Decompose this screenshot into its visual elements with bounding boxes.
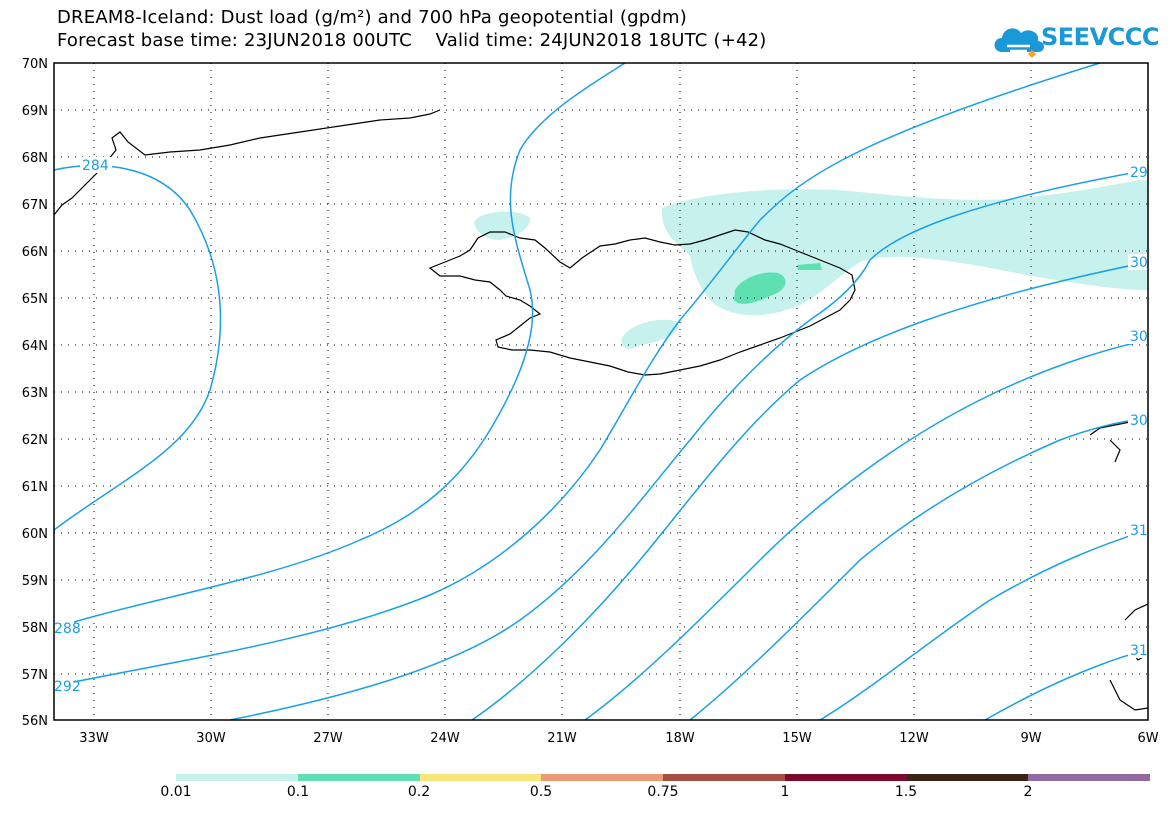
coastline-greenland — [53, 109, 441, 216]
longitude-labels: 33W 30W 27W 24W 21W 18W 15W 12W 9W 6W — [79, 731, 1158, 746]
contour-labels: 284 288 292 29 30 30 30 31 31 — [54, 157, 1150, 695]
color-legend-bar — [176, 774, 1150, 781]
contour-label: 288 — [54, 621, 81, 637]
map-title: DREAM8-Iceland: Dust load (g/m²) and 700… — [57, 7, 687, 28]
contour-label: 292 — [54, 679, 81, 695]
legend-label: 2 — [1023, 784, 1033, 800]
legend-label: 0.1 — [286, 784, 310, 800]
lon-label: 24W — [430, 731, 460, 746]
lat-label: 60N — [22, 527, 48, 542]
lat-label: 67N — [22, 198, 48, 213]
lat-label: 56N — [22, 714, 48, 729]
map-subtitle: Forecast base time: 23JUN2018 00UTC Vali… — [57, 30, 767, 51]
legend-swatch — [906, 774, 1029, 781]
dust-area-ne — [797, 263, 822, 270]
latitude-labels: 70N 69N 68N 67N 66N 65N 64N 63N 62N 61N … — [22, 57, 48, 729]
lat-label: 59N — [22, 574, 48, 589]
cloud-icon — [994, 28, 1044, 58]
lat-label: 69N — [22, 104, 48, 119]
legend-swatch — [297, 774, 420, 781]
lon-label: 30W — [196, 731, 226, 746]
lon-label: 9W — [1020, 731, 1041, 746]
lat-label: 65N — [22, 292, 48, 307]
contour-label: 30 — [1130, 413, 1148, 429]
lat-label: 64N — [22, 339, 48, 354]
lon-label: 12W — [899, 731, 929, 746]
lon-label: 15W — [782, 731, 812, 746]
lon-label: 33W — [79, 731, 109, 746]
map-frame — [53, 62, 1149, 721]
logo-text: SEEVCCC — [1041, 23, 1160, 51]
lat-label: 63N — [22, 386, 48, 401]
legend-swatch — [663, 774, 785, 781]
legend-label: 0.5 — [529, 784, 553, 800]
lat-label: 62N — [22, 433, 48, 448]
legend-label: 1.5 — [894, 784, 918, 800]
legend-swatch — [784, 774, 907, 781]
lon-label: 27W — [313, 731, 343, 746]
dust-load-areas — [474, 178, 1148, 349]
legend-label: 0.01 — [160, 784, 192, 800]
legend-swatch — [419, 774, 542, 781]
lon-label: 21W — [547, 731, 577, 746]
lat-label: 70N — [22, 57, 48, 72]
lon-label: 18W — [665, 731, 695, 746]
lat-label: 57N — [22, 668, 48, 683]
legend-swatch — [541, 774, 663, 781]
lat-label: 61N — [22, 480, 48, 495]
coastline-iceland — [428, 229, 856, 376]
legend-swatch — [1028, 774, 1150, 781]
legend-swatch — [176, 774, 298, 781]
lon-label: 6W — [1137, 731, 1158, 746]
contour-label: 30 — [1130, 255, 1148, 271]
grid-lines — [54, 63, 1148, 720]
contour-label: 30 — [1130, 329, 1148, 345]
dust-area-core — [734, 272, 786, 304]
dust-area-south — [621, 319, 679, 349]
lat-label: 68N — [22, 151, 48, 166]
contour-label: 284 — [82, 158, 109, 174]
contour-label: 29 — [1130, 165, 1148, 181]
contour-label: 31 — [1130, 523, 1148, 539]
legend-label: 0.2 — [407, 784, 431, 800]
legend-label: 1 — [780, 784, 790, 800]
lat-label: 58N — [22, 621, 48, 636]
geopotential-contours — [53, 62, 1149, 721]
contour-label: 31 — [1130, 643, 1148, 659]
lat-label: 66N — [22, 245, 48, 260]
legend-label: 0.75 — [647, 784, 679, 800]
